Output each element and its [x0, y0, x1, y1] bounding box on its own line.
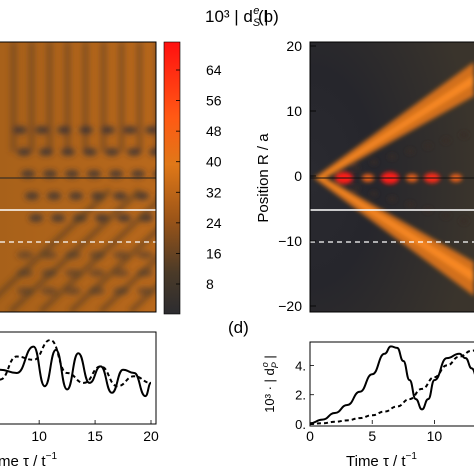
dashed-series-line	[309, 349, 474, 425]
colorbar-tick-label: 40	[206, 154, 222, 170]
colorbar-tick-label: 48	[206, 123, 222, 139]
heatmap-a	[0, 42, 156, 312]
heatmap-b	[310, 42, 474, 312]
x-tick-label: 5	[368, 428, 376, 444]
panel-label-d: (d)	[228, 318, 249, 337]
heatmap-b-ylabel: Position R / a	[255, 133, 272, 223]
colorbar-tick-label: 16	[206, 245, 222, 261]
solid-series-line	[309, 345, 474, 425]
colorbar-tick-label: 56	[206, 93, 222, 109]
x-tick-label: 10	[31, 428, 47, 444]
y-tick-label: −20	[278, 298, 302, 314]
y-tick-label: 10	[286, 103, 302, 119]
x-tick-label: 20	[143, 428, 159, 444]
colorbar: 64 56 48 40 32 24 16 8	[163, 41, 222, 315]
x-tick-label: 10	[427, 428, 443, 444]
line-plot-c: 10 15 20 me τ / t−1	[0, 331, 159, 470]
colorbar-tick-label: 8	[206, 276, 214, 292]
dashed-series-line	[0, 338, 152, 388]
y-tick-label: 0.	[295, 417, 306, 432]
heatmap-b-y-axis: 20 10 0 −10 −20	[278, 38, 316, 314]
d-ylabel: 10³ · | dPo |	[260, 355, 280, 413]
colorbar-title: 10³ | dSe |	[205, 5, 269, 29]
y-tick-label: 0	[294, 168, 302, 184]
c-xlabel: me τ / t−1	[0, 451, 57, 470]
x-tick-label: 15	[87, 428, 103, 444]
line-plot-d: 0 5 10 0. 2. 4. 10³ · | dPo | Time τ / t−1	[260, 341, 474, 470]
x-tick-label: 0	[306, 428, 314, 444]
y-tick-label: 20	[286, 38, 302, 54]
solid-series-line	[0, 345, 152, 398]
panel-label-b: (b)	[258, 7, 279, 26]
y-tick-label: 4.	[295, 358, 306, 373]
colorbar-tick-label: 64	[206, 62, 222, 78]
d-xlabel: Time τ / t−1	[346, 451, 417, 470]
y-tick-label: −10	[278, 233, 302, 249]
colorbar-tick-label: 32	[206, 184, 222, 200]
colorbar-tick-label: 24	[206, 215, 222, 231]
y-tick-label: 2.	[295, 388, 306, 403]
